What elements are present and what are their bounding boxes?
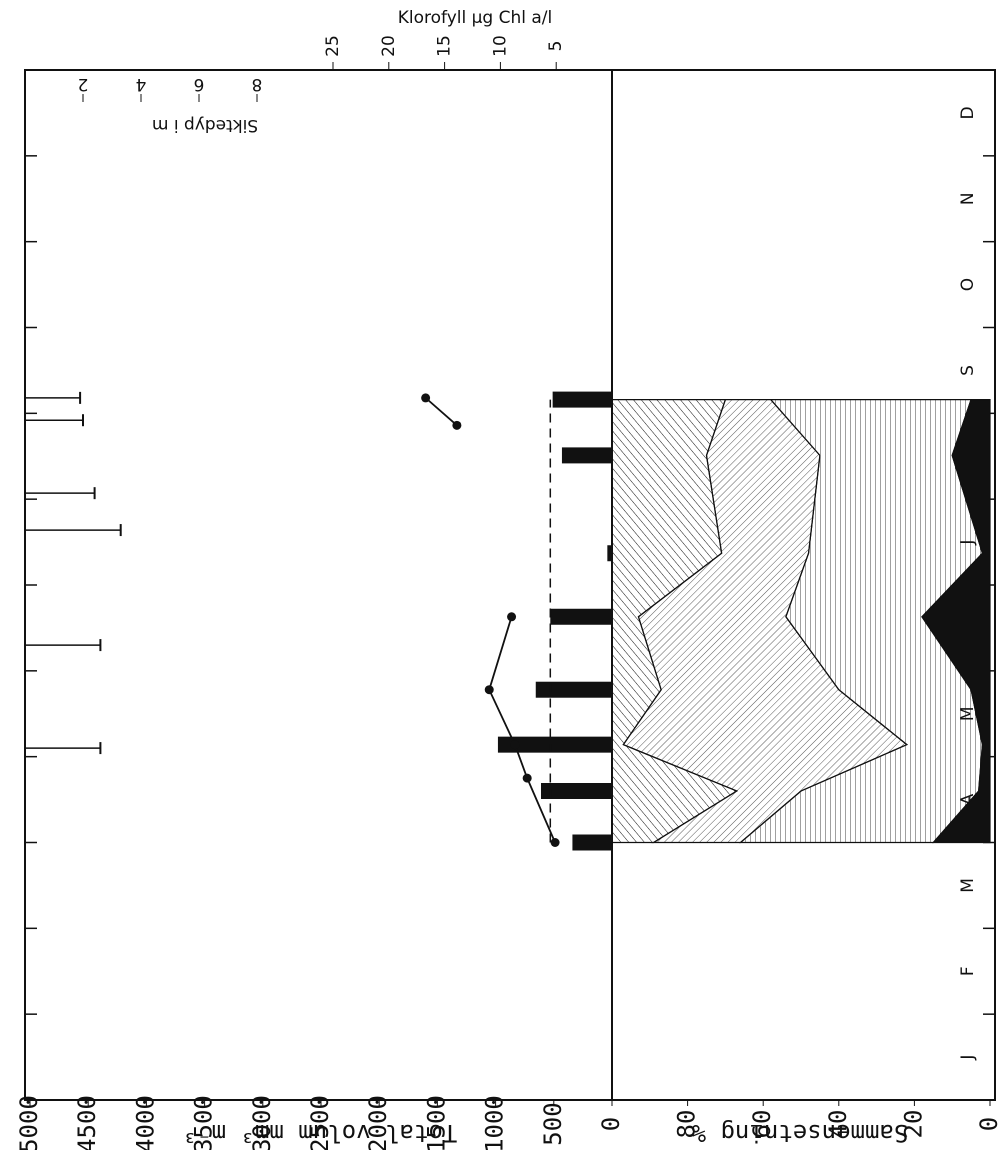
volume-tick-label: 3000 [248,1095,276,1150]
chlorophyll-point [507,612,517,622]
secchi-tick-label: 4 [136,74,147,94]
composition-tick-label: 60 [748,1110,776,1139]
volume-bar [607,545,612,562]
composition-tick-label: 20 [899,1110,927,1139]
chlorophyll-tick-label: 5 [546,41,566,52]
chlorophyll-tick-label: 20 [379,35,399,57]
secchi-tick-label: 8 [252,74,263,94]
secchi-tick-label: 2 [78,74,89,94]
volume-bar [561,447,612,464]
volume-bar [540,783,612,799]
composition-area [611,399,739,844]
chlorophyll-tick-label: 25 [323,35,343,57]
composition-axis-label: Sammensetning % [691,1119,908,1147]
volume-bar [552,391,612,408]
volume-tick-label: 2500 [306,1095,334,1150]
month-label: J [958,1055,978,1061]
volume-bar [550,608,612,625]
volume-axis-label: Total volum mm³ m⁻³ [183,1119,458,1147]
chlorophyll-axis-label: Klorofyll µg Chl a/l [398,8,553,28]
volume-tick-label: 1000 [481,1095,509,1150]
chlorophyll-line [488,616,556,843]
volume-tick-label: 4500 [73,1095,101,1150]
month-label: F [958,966,978,976]
chlorophyll-point [452,420,462,430]
chlorophyll-line [425,397,458,427]
volume-tick-label: 3500 [190,1095,218,1150]
month-label: D [958,106,978,119]
secchi-axis-label: Siktedyp i m [152,115,258,135]
chlorophyll-point [510,740,520,750]
chlorophyll-tick-label: 10 [490,35,510,57]
chlorophyll-tick-label: 15 [435,35,455,57]
volume-bar [535,681,612,698]
chlorophyll-point [522,773,532,783]
composition-tick-label: 80 [673,1110,701,1139]
chlorophyll-point [421,393,431,403]
volume-tick-label: 1500 [422,1095,450,1150]
volume-bar [497,736,612,753]
volume-tick-label: 5000 [15,1095,43,1150]
chlorophyll-point [484,685,494,695]
composition-tick-label: 40 [824,1110,852,1139]
volume-tick-label: 0 [597,1117,625,1131]
secchi-tick-label: 6 [194,74,205,94]
volume-tick-label: 4000 [131,1095,159,1150]
month-label: N [958,192,978,205]
volume-tick-label: 2000 [364,1095,392,1150]
chlorophyll-point [550,838,560,847]
month-label: M [958,878,978,893]
composition-tick-label: 0 [975,1117,1003,1131]
volume-bar [572,834,612,851]
month-label: O [958,278,978,291]
volume-tick-label: 500 [539,1102,567,1145]
month-label: S [958,365,978,376]
